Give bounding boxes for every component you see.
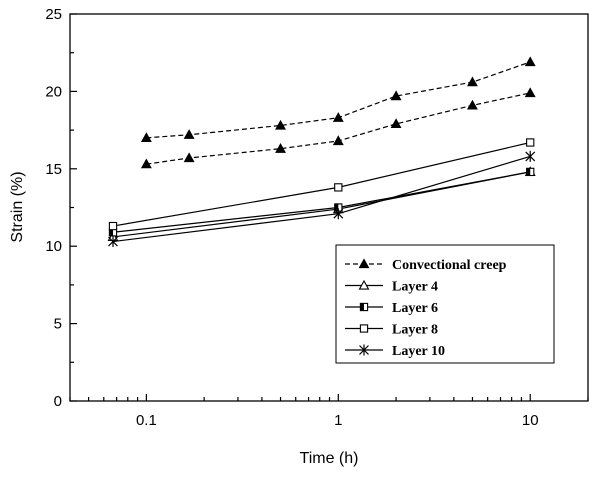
x-tick-label: 1 bbox=[334, 412, 342, 429]
square-half-fill bbox=[334, 203, 339, 212]
x-tick-label: 10 bbox=[522, 412, 539, 429]
square-shape bbox=[526, 138, 535, 147]
data-point bbox=[390, 118, 402, 129]
data-point bbox=[140, 132, 152, 142]
triangle-shape bbox=[358, 279, 370, 290]
y-tick-label: 25 bbox=[45, 6, 62, 23]
series-line bbox=[146, 61, 531, 139]
data-point bbox=[524, 87, 536, 98]
legend-item-layer-6: Layer 6 bbox=[345, 301, 438, 316]
series-layer-8 bbox=[108, 138, 535, 231]
x-tick-labels: 0.1 1 10 bbox=[136, 412, 539, 429]
data-point bbox=[108, 221, 118, 231]
square-shape bbox=[334, 183, 343, 192]
legend-marker bbox=[359, 302, 369, 312]
legend-item-layer-4: Layer 4 bbox=[345, 280, 438, 295]
data-point bbox=[525, 150, 536, 162]
triangle-shape bbox=[275, 119, 286, 130]
legend-item-convectional-creep: Convectional creep bbox=[345, 258, 507, 273]
series-convectional-creep-upper bbox=[140, 56, 536, 142]
legend-label: Layer 8 bbox=[392, 323, 438, 338]
data-point bbox=[140, 158, 152, 169]
data-point bbox=[524, 56, 536, 67]
data-point bbox=[467, 99, 478, 110]
triangle-shape bbox=[390, 118, 402, 129]
legend: Convectional creep Layer 4 Layer 6 Layer 8 L… bbox=[335, 244, 555, 364]
square-half-fill bbox=[360, 303, 364, 311]
x-tick-label: 0.1 bbox=[136, 412, 157, 429]
series-line bbox=[112, 171, 531, 233]
series-line bbox=[112, 171, 531, 238]
data-point bbox=[275, 119, 286, 130]
legend-box bbox=[335, 244, 555, 364]
legend-item-layer-10: Layer 10 bbox=[345, 344, 445, 359]
series-convectional-creep-lower bbox=[140, 87, 536, 169]
triangle-shape bbox=[140, 158, 152, 169]
triangle-shape bbox=[358, 258, 370, 269]
legend-marker bbox=[358, 279, 370, 290]
x-axis-title: Time (h) bbox=[300, 450, 359, 467]
legend-label: Layer 10 bbox=[392, 344, 445, 359]
data-point bbox=[183, 129, 195, 139]
triangle-shape bbox=[183, 129, 195, 139]
data-point bbox=[467, 76, 478, 87]
triangle-shape bbox=[524, 87, 536, 98]
series-layer bbox=[107, 56, 536, 248]
data-point bbox=[526, 167, 535, 177]
y-tick-labels: 0 5 10 15 20 25 bbox=[45, 6, 62, 410]
star-shape bbox=[333, 208, 344, 220]
triangle-shape bbox=[332, 135, 344, 146]
y-tick-label: 15 bbox=[45, 161, 62, 178]
legend-item-layer-8: Layer 8 bbox=[345, 323, 438, 338]
triangle-shape bbox=[467, 76, 478, 87]
triangle-shape bbox=[524, 56, 536, 67]
legend-marker bbox=[358, 258, 370, 269]
legend-label: Layer 6 bbox=[392, 301, 438, 316]
data-point bbox=[526, 138, 535, 147]
square-half-fill bbox=[526, 168, 531, 176]
data-point bbox=[333, 208, 344, 220]
square-half-fill bbox=[109, 228, 113, 236]
legend-label: Layer 4 bbox=[392, 280, 438, 295]
data-point bbox=[183, 152, 195, 163]
square-shape bbox=[108, 221, 118, 231]
triangle-shape bbox=[140, 132, 152, 142]
data-point bbox=[390, 90, 402, 101]
star-shape bbox=[525, 150, 536, 162]
star-shape bbox=[359, 344, 369, 356]
square-shape bbox=[359, 324, 369, 333]
star-shape bbox=[108, 236, 118, 248]
series-layer-6 bbox=[108, 167, 535, 237]
y-tick-label: 10 bbox=[45, 238, 62, 255]
y-tick-label: 5 bbox=[54, 316, 62, 333]
data-point bbox=[334, 183, 343, 192]
data-point bbox=[108, 236, 118, 248]
legend-label: Convectional creep bbox=[392, 258, 507, 273]
y-tick-label: 20 bbox=[45, 83, 62, 100]
axis-ticks bbox=[69, 13, 589, 402]
data-point bbox=[332, 135, 344, 146]
y-axis-title: Strain (%) bbox=[9, 171, 26, 242]
triangle-shape bbox=[467, 99, 478, 110]
triangle-shape bbox=[275, 143, 286, 153]
data-point bbox=[332, 112, 344, 122]
series-layer-4 bbox=[107, 166, 536, 242]
y-tick-label: 0 bbox=[54, 393, 62, 410]
legend-marker bbox=[359, 344, 369, 356]
legend-marker bbox=[359, 324, 369, 333]
triangle-shape bbox=[390, 90, 402, 101]
data-point bbox=[275, 143, 286, 153]
triangle-shape bbox=[183, 152, 195, 163]
triangle-shape bbox=[332, 112, 344, 122]
series-layer-10 bbox=[108, 150, 536, 248]
